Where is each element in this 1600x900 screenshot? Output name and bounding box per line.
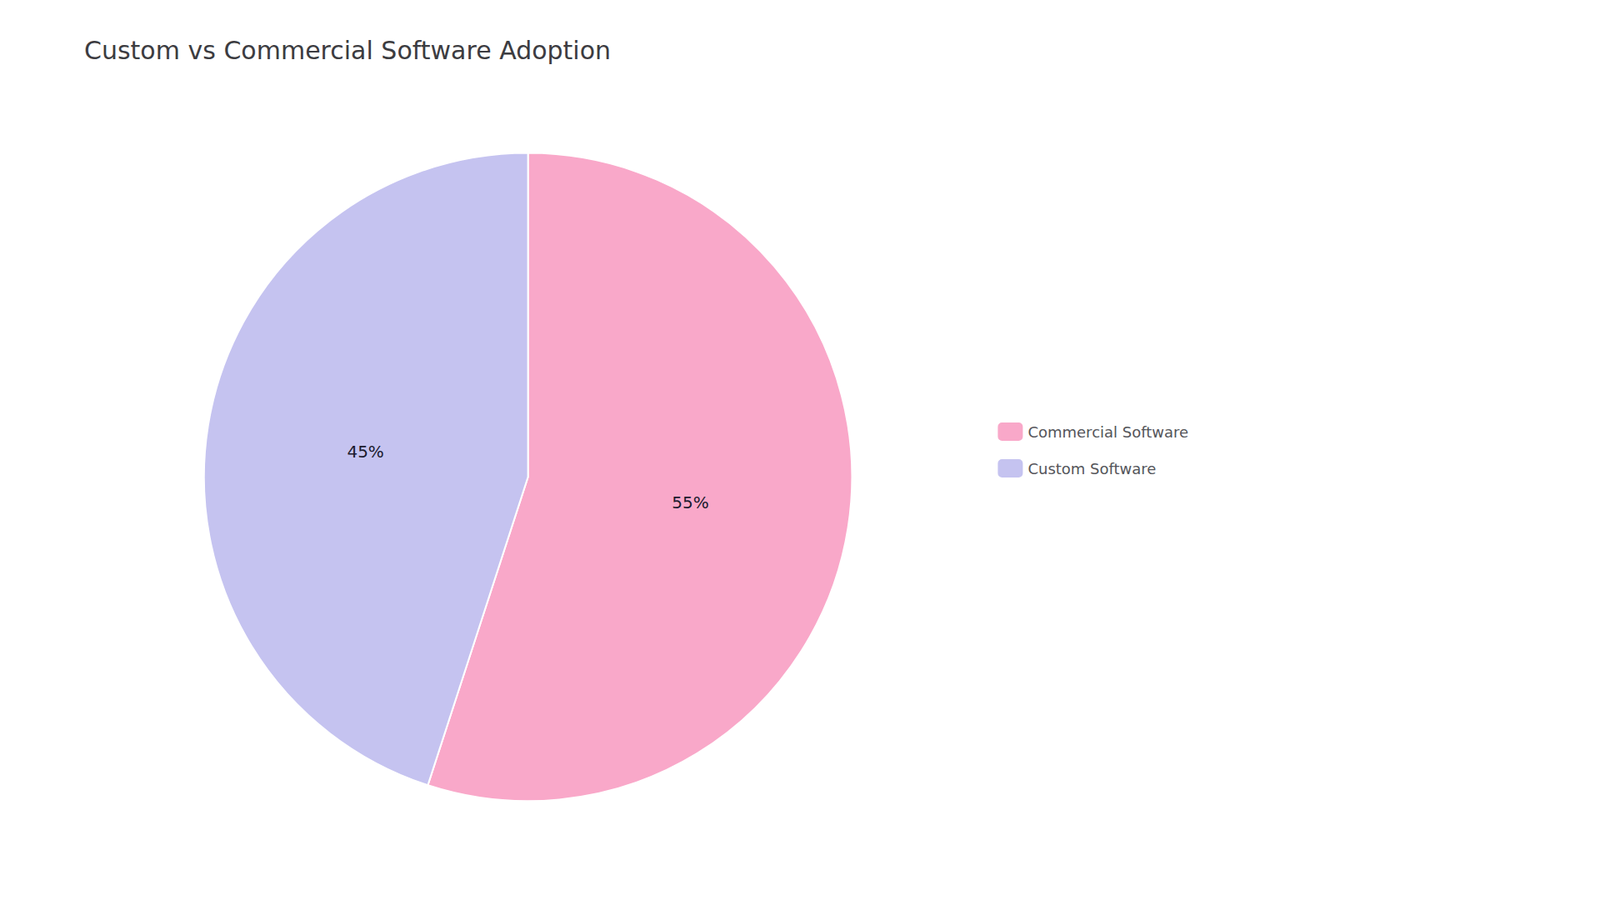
svg-text:45%: 45% (346, 441, 384, 462)
svg-text:Commercial Software: Commercial Software (1027, 423, 1189, 441)
svg-text:Custom vs Commercial Software: Custom vs Commercial Software Adoption (84, 35, 611, 65)
svg-text:55%: 55% (671, 492, 709, 513)
svg-text:Custom Software: Custom Software (1027, 460, 1156, 478)
